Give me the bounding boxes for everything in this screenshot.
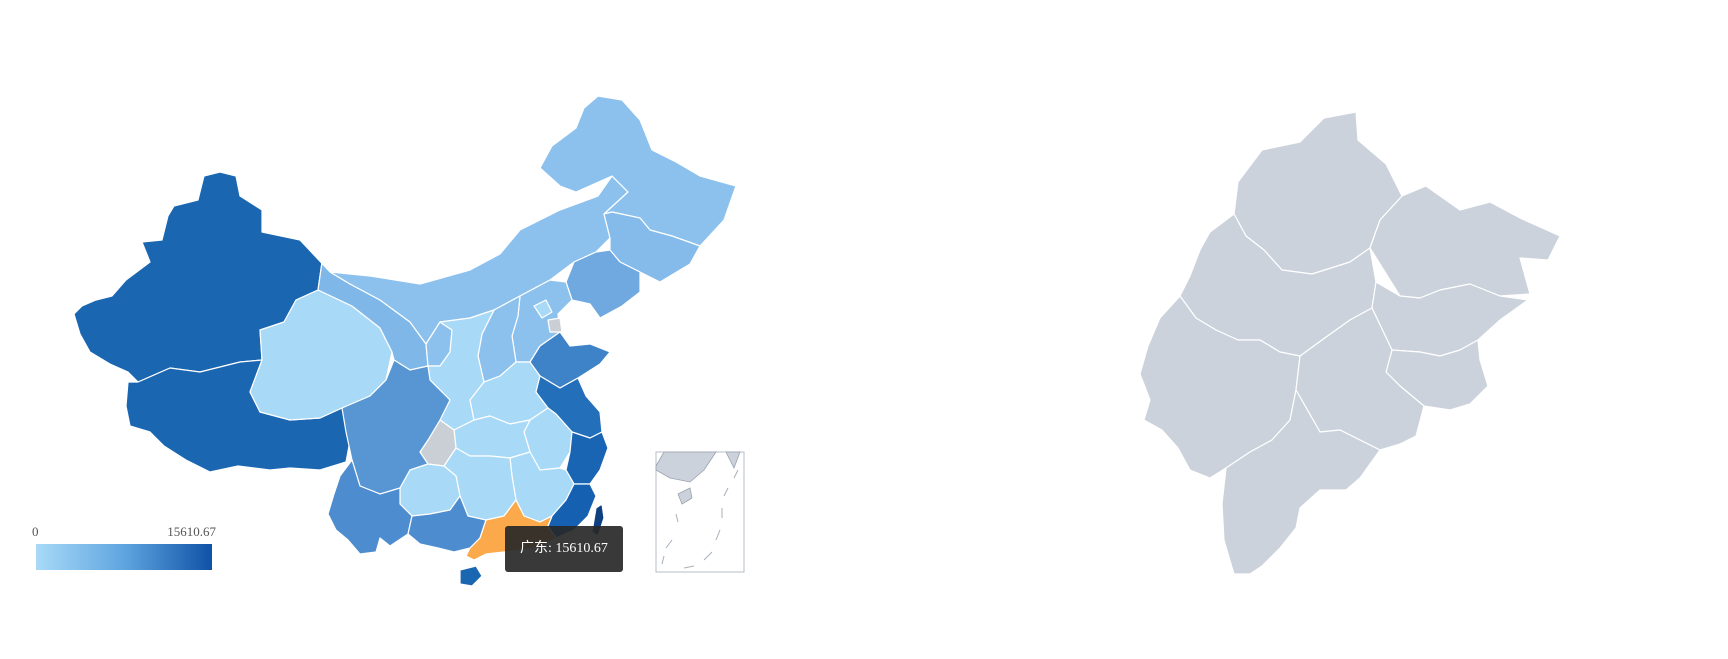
province-tianjin[interactable] xyxy=(547,317,563,333)
region-zhangzhou[interactable] xyxy=(1221,389,1381,575)
inset-hainan xyxy=(677,487,693,505)
south-china-sea-inset xyxy=(655,451,745,573)
inset-land-north xyxy=(655,451,717,483)
china-map xyxy=(73,95,737,587)
visual-map-legend[interactable]: 0 15610.67 xyxy=(32,524,216,570)
legend-max-label: 15610.67 xyxy=(167,524,216,539)
province-shandong[interactable] xyxy=(529,331,611,389)
province-tooltip: 广东: 15610.67 xyxy=(505,526,623,572)
province-beijing[interactable] xyxy=(533,299,553,319)
legend-min-label: 0 xyxy=(32,524,39,539)
inset-land-east xyxy=(725,451,741,469)
province-hainan[interactable] xyxy=(459,565,483,587)
province-yunnan[interactable] xyxy=(327,459,413,555)
province-zhejiang[interactable] xyxy=(565,431,609,485)
province-inner-mongolia[interactable] xyxy=(329,175,629,345)
legend-gradient-bar[interactable] xyxy=(36,544,212,570)
region-ningde[interactable] xyxy=(1369,185,1561,299)
fujian-map xyxy=(1139,111,1561,575)
nine-dash-line xyxy=(661,469,739,569)
province-qinghai[interactable] xyxy=(249,289,393,421)
